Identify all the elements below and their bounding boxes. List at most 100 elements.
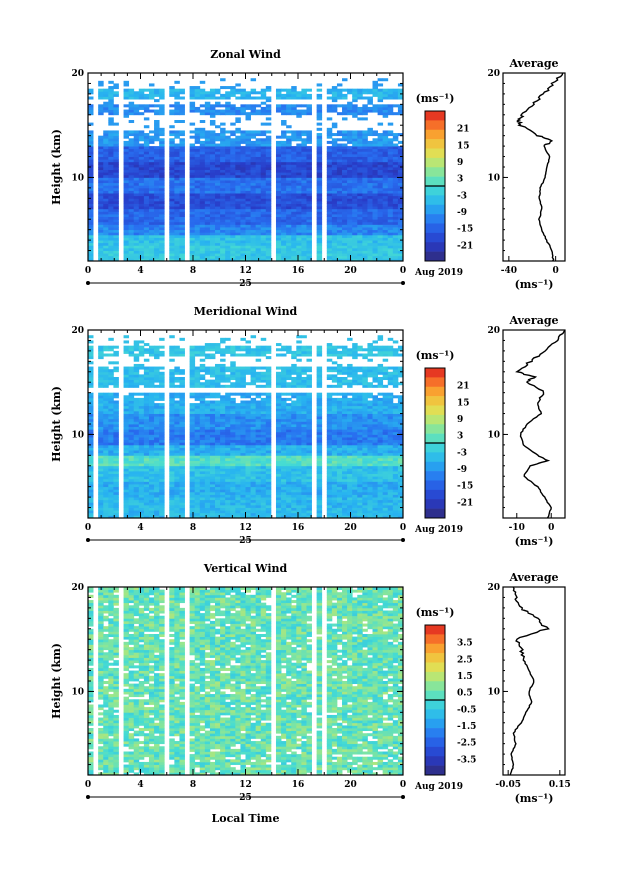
- heat-cell: [301, 216, 307, 220]
- heat-cell: [88, 104, 94, 108]
- heat-cell: [296, 227, 302, 231]
- heat-cell: [204, 135, 211, 139]
- heat-cell: [240, 211, 246, 215]
- heat-cell: [113, 169, 119, 173]
- heat-cell: [220, 198, 226, 202]
- heat-cell: [128, 91, 135, 95]
- heat-cell: [306, 247, 312, 251]
- heat-cell: [387, 143, 394, 147]
- heat-cell: [209, 489, 216, 493]
- heat-cell: [194, 426, 201, 430]
- heat-cell: [204, 200, 211, 204]
- heat-cell: [209, 206, 216, 210]
- heat-cell: [113, 510, 119, 514]
- heat-cell: [225, 234, 231, 238]
- heat-cell: [113, 350, 119, 354]
- heat-cell: [199, 214, 206, 218]
- heat-cell: [148, 468, 155, 472]
- heat-cell: [88, 91, 94, 95]
- heat-cell: [225, 442, 231, 446]
- heat-cell: [260, 148, 267, 152]
- heat-cell: [377, 78, 384, 82]
- heat-cell: [240, 232, 246, 236]
- heat-cell: [138, 229, 145, 233]
- heat-cell: [260, 240, 267, 244]
- heat-cell: [316, 96, 323, 100]
- heat-cell: [159, 507, 165, 511]
- heat-cell: [143, 140, 150, 144]
- heat-cell: [148, 379, 155, 383]
- heat-cell: [377, 164, 384, 168]
- heat-cell: [194, 190, 201, 194]
- heat-cell: [245, 465, 251, 469]
- heat-cell: [265, 169, 272, 173]
- heat-cell: [220, 371, 226, 375]
- heat-cell: [194, 452, 201, 456]
- heat-cell: [220, 177, 226, 181]
- heat-cell: [382, 153, 389, 157]
- heat-cell: [225, 167, 231, 171]
- heat-cell: [250, 221, 257, 225]
- heat-cell: [220, 497, 226, 501]
- heat-cell: [235, 138, 241, 142]
- heat-cell: [189, 221, 196, 225]
- heat-cell: [98, 96, 104, 100]
- heat-cell: [103, 444, 109, 448]
- heat-cell: [230, 369, 236, 373]
- heat-cell: [128, 159, 135, 163]
- heat-cell: [108, 455, 114, 459]
- heat-cell: [88, 159, 94, 163]
- heat-cell: [352, 140, 358, 144]
- heat-cell: [286, 216, 292, 220]
- heat-cell: [98, 250, 104, 254]
- heat-cell: [347, 232, 353, 236]
- heat-cell: [209, 452, 216, 456]
- heat-cell: [123, 159, 130, 163]
- heat-cell: [306, 211, 312, 215]
- heat-cell: [240, 437, 246, 441]
- heat-cell: [148, 229, 155, 233]
- heat-cell: [143, 258, 150, 262]
- heat-cell: [230, 187, 236, 191]
- heat-cell: [133, 400, 140, 404]
- heat-cell: [113, 444, 119, 448]
- heat-cell: [342, 224, 348, 228]
- heat-cell: [154, 431, 160, 435]
- heat-cell: [301, 140, 307, 144]
- heat-cell: [225, 203, 231, 207]
- heat-cell: [154, 214, 160, 218]
- heat-cell: [250, 253, 257, 257]
- heat-cell: [260, 195, 267, 199]
- heat-cell: [209, 494, 216, 498]
- heat-cell: [209, 382, 216, 386]
- heat-cell: [179, 476, 185, 480]
- heat-cell: [235, 392, 241, 396]
- heat-cell: [88, 148, 94, 152]
- heat-cell: [103, 258, 109, 262]
- heat-cell: [220, 224, 226, 228]
- heat-cell: [98, 455, 104, 459]
- heat-cell: [230, 172, 236, 176]
- heat-cell: [387, 153, 394, 157]
- heat-cell: [138, 382, 145, 386]
- heat-cell: [357, 135, 363, 139]
- heat-cell: [220, 374, 226, 378]
- heat-cell: [209, 140, 216, 144]
- heat-cell: [362, 247, 368, 251]
- heat-cell: [179, 146, 185, 150]
- heat-cell: [220, 468, 226, 472]
- heat-cell: [133, 133, 140, 137]
- heat-cell: [159, 138, 165, 142]
- heat-cell: [382, 203, 389, 207]
- heat-cell: [143, 374, 150, 378]
- heat-cell: [235, 227, 241, 231]
- heat-cell: [235, 426, 241, 430]
- heat-cell: [281, 135, 287, 139]
- heat-cell: [367, 169, 373, 173]
- heat-cell: [123, 512, 130, 516]
- heat-cell: [245, 416, 251, 420]
- heat-cell: [372, 221, 378, 225]
- heat-cell: [128, 403, 135, 407]
- heat-cell: [98, 88, 104, 92]
- heat-cell: [357, 227, 363, 231]
